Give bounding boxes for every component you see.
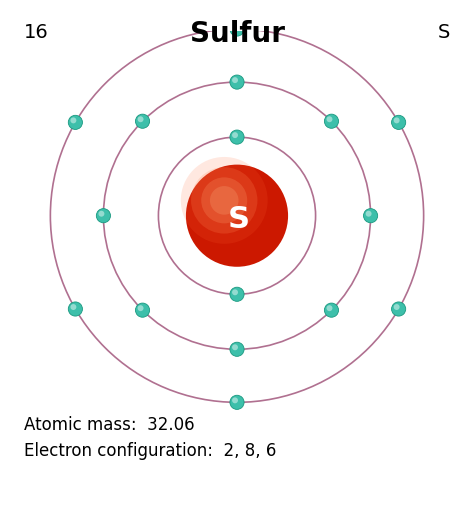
Circle shape [230, 22, 244, 36]
Circle shape [394, 304, 400, 310]
Text: 16: 16 [24, 23, 48, 42]
Circle shape [136, 303, 150, 317]
Circle shape [232, 24, 238, 30]
Text: S: S [228, 205, 250, 234]
Circle shape [232, 344, 238, 351]
Circle shape [324, 303, 338, 317]
Circle shape [232, 290, 238, 295]
Circle shape [71, 117, 76, 124]
Text: VectorStock: VectorStock [14, 492, 99, 505]
Circle shape [191, 167, 257, 234]
Circle shape [201, 177, 247, 223]
Circle shape [392, 302, 406, 316]
Circle shape [136, 114, 150, 128]
Circle shape [327, 116, 332, 122]
Circle shape [327, 305, 332, 311]
Circle shape [137, 116, 144, 122]
Circle shape [181, 157, 268, 244]
Circle shape [71, 304, 76, 310]
Circle shape [99, 211, 104, 217]
Circle shape [230, 75, 244, 89]
Text: Sulfur: Sulfur [190, 20, 284, 48]
Circle shape [364, 209, 378, 223]
Circle shape [230, 396, 244, 409]
Circle shape [210, 186, 238, 215]
Circle shape [68, 302, 82, 316]
Circle shape [365, 211, 372, 217]
Circle shape [137, 305, 144, 311]
Text: VectorStock.com/6009718: VectorStock.com/6009718 [294, 492, 460, 505]
Circle shape [230, 287, 244, 301]
Circle shape [230, 342, 244, 356]
Circle shape [186, 164, 288, 267]
Text: Atomic mass:  32.06: Atomic mass: 32.06 [24, 416, 194, 434]
Circle shape [96, 209, 110, 223]
Circle shape [232, 77, 238, 83]
Circle shape [392, 115, 406, 129]
Text: S: S [438, 23, 450, 42]
Circle shape [230, 130, 244, 144]
Circle shape [232, 398, 238, 403]
Text: Electron configuration:  2, 8, 6: Electron configuration: 2, 8, 6 [24, 442, 276, 460]
Circle shape [68, 115, 82, 129]
Circle shape [324, 114, 338, 128]
Circle shape [394, 117, 400, 124]
Circle shape [232, 132, 238, 138]
